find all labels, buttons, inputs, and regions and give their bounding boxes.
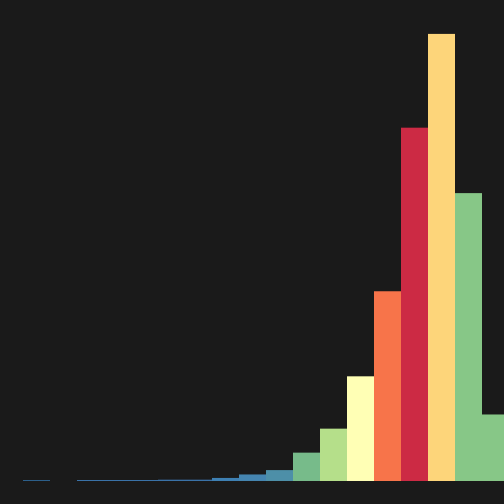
histogram-bar xyxy=(266,470,293,481)
histogram-bar xyxy=(239,474,266,481)
histogram-bar xyxy=(23,480,50,481)
histogram-bar xyxy=(131,480,158,481)
histogram-bar xyxy=(347,376,374,481)
histogram-bar xyxy=(212,477,239,481)
histogram-bar xyxy=(293,452,320,481)
histogram-bar xyxy=(374,291,401,481)
histogram-bar xyxy=(158,479,185,481)
histogram-bar xyxy=(77,480,104,481)
histogram-bar xyxy=(482,414,504,481)
histogram-bar xyxy=(455,193,482,481)
histogram-bar xyxy=(104,480,131,481)
histogram-bar xyxy=(428,33,455,482)
histogram-bar xyxy=(185,479,212,481)
bars-group xyxy=(23,33,504,482)
histogram-bar xyxy=(320,428,347,481)
histogram-bar xyxy=(401,127,428,481)
